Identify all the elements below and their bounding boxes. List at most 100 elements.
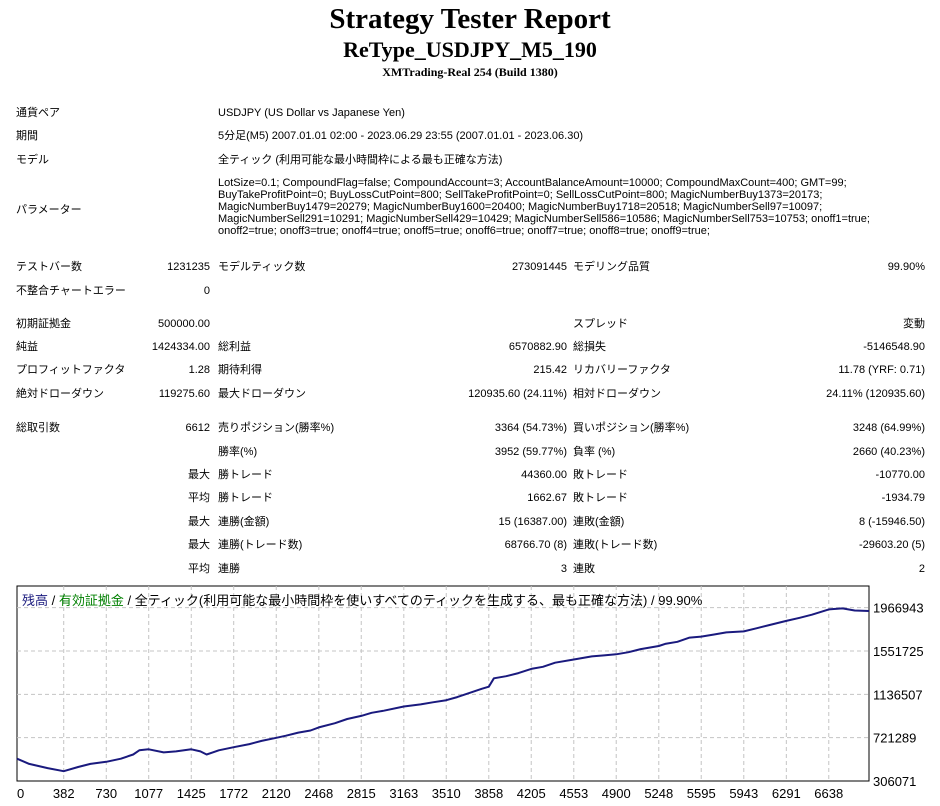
absolute-drawdown-value: 119275.60 (158, 388, 210, 400)
balance-series-line (16, 607, 870, 773)
x-tick-label: 2468 (304, 786, 333, 801)
x-tick-label: 1425 (177, 786, 206, 801)
max-cons-wins-label: 連勝(金額) (218, 516, 270, 528)
balance-chart: 0 382 730 1077 1425 1772 2120 2468 2815 3163 3510 3… (14, 584, 934, 806)
short-positions-value: 3364 (54.73%) (494, 422, 567, 434)
legend-balance: 残高 (22, 593, 49, 608)
loss-rate-label: 負率 (%) (573, 446, 616, 458)
recovery-factor-label: リカバリーファクタ (573, 364, 671, 376)
expected-payoff-value: 215.42 (533, 364, 567, 376)
max-cons-losses-value: 8 (-15946.50) (858, 516, 925, 528)
avg-cons-losses-value: 2 (918, 563, 925, 575)
x-tick-label: 2120 (262, 786, 291, 801)
symbol-label: 通貨ペア (16, 107, 60, 119)
gross-loss-value: -5146548.90 (863, 341, 925, 353)
expected-payoff-label: 期待利得 (218, 364, 262, 376)
total-trades-value: 6612 (185, 422, 210, 434)
win-rate-value: 3952 (59.77%) (494, 446, 567, 458)
maximal-drawdown-value: 120935.60 (24.11%) (468, 388, 567, 400)
spread-label: スプレッド (573, 318, 628, 330)
report-subtitle: ReType_USDJPY_M5_190 (343, 37, 597, 62)
ticks-label: モデルティック数 (218, 261, 306, 273)
x-tick-label: 730 (95, 786, 117, 801)
short-positions-label: 売りポジション(勝率%) (218, 422, 335, 434)
gross-profit-value: 6570882.90 (508, 341, 567, 353)
gross-loss-label: 総損失 (573, 341, 606, 353)
x-tick-label: 1077 (134, 786, 163, 801)
ticks-value: 273091445 (511, 261, 567, 273)
x-tick-label: 5248 (644, 786, 673, 801)
win-rate-label: 勝率(%) (218, 446, 258, 458)
x-tick-label: 5943 (729, 786, 758, 801)
largest-prefix: 最大 (188, 469, 210, 481)
max-cons-profit-value: 68766.70 (8) (504, 539, 567, 551)
period-value: 5分足(M5) 2007.01.01 02:00 - 2023.06.29 23… (218, 130, 584, 142)
maximal-drawdown-label: 最大ドローダウン (218, 388, 306, 400)
bars-label: テストバー数 (16, 261, 82, 273)
server-info: XMTrading-Real 254 (Build 1380) (382, 65, 558, 79)
period-label: 期間 (16, 130, 38, 142)
y-tick-label: 1551725 (873, 644, 924, 659)
relative-drawdown-label: 相対ドローダウン (573, 388, 661, 400)
y-tick-label: 1966943 (873, 601, 924, 616)
net-profit-value: 1424334.00 (151, 341, 210, 353)
symbol-value: USDJPY (US Dollar vs Japanese Yen) (218, 107, 405, 119)
gross-profit-label: 総利益 (218, 341, 251, 353)
deposit-label: 初期証拠金 (16, 318, 71, 330)
loss-rate-value: 2660 (40.23%) (852, 446, 925, 458)
x-tick-label: 2815 (347, 786, 376, 801)
y-tick-label: 1136507 (873, 687, 923, 702)
x-tick-label: 3510 (432, 786, 461, 801)
x-tick-label: 5595 (687, 786, 716, 801)
x-tick-label: 382 (53, 786, 75, 801)
y-tick-label: 306071 (873, 774, 916, 789)
max-cons-loss-label: 連敗(トレード数) (573, 539, 658, 551)
average-win-value: 1662.67 (527, 492, 567, 504)
net-profit-label: 純益 (16, 341, 38, 353)
max-cons-profit-label: 連勝(トレード数) (218, 539, 303, 551)
largest-win-label: 勝トレード (218, 469, 273, 481)
mismatch-value: 0 (203, 285, 210, 297)
quality-label: モデリング品質 (573, 261, 650, 273)
largest-loss-label: 敗トレード (573, 469, 628, 481)
avg-cons-losses-label: 連敗 (573, 563, 595, 575)
recovery-factor-value: 11.78 (YRF: 0.71) (838, 364, 925, 376)
parameters-value: LotSize=0.1; CompoundFlag=false; Compoun… (218, 177, 870, 237)
legend-equity: 有効証拠金 (58, 593, 124, 608)
relative-drawdown-value: 24.11% (120935.60) (826, 388, 925, 400)
average-win-label: 勝トレード (218, 492, 273, 504)
model-label: モデル (16, 154, 49, 166)
model-value: 全ティック (利用可能な最小時間枠による最も正確な方法) (218, 154, 503, 166)
x-tick-label: 4205 (517, 786, 546, 801)
largest-loss-value: -10770.00 (875, 469, 925, 481)
quality-value: 99.90% (887, 261, 925, 273)
average-prefix: 平均 (188, 492, 210, 504)
chart-svg: 0 382 730 1077 1425 1772 2120 2468 2815 3163 3510 3… (16, 585, 924, 801)
avg-cons-wins-label: 連勝 (218, 563, 240, 575)
deposit-value: 500000.00 (158, 318, 210, 330)
avg-cons-wins-value: 3 (560, 563, 567, 575)
max-cons-trades-prefix: 最大 (188, 539, 210, 551)
long-positions-value: 3248 (64.99%) (852, 422, 925, 434)
legend-description: / 全ティック(利用可能な最小時間枠を使いすべてのティックを生成する、最も正確な… (123, 593, 703, 608)
x-tick-label: 3858 (474, 786, 503, 801)
report-title: Strategy Tester Report (329, 3, 611, 35)
x-tick-label: 4900 (602, 786, 631, 801)
mismatch-label: 不整合チャートエラー (16, 285, 126, 297)
long-positions-label: 買いポジション(勝率%) (573, 422, 690, 434)
max-cons-prefix: 最大 (188, 516, 210, 528)
profit-factor-value: 1.28 (188, 364, 210, 376)
chart-legend: 残高 / 有効証拠金 / 全ティック(利用可能な最小時間枠を使いすべてのティック… (22, 593, 702, 608)
plot-frame (16, 585, 870, 782)
max-cons-losses-label: 連敗(金額) (573, 516, 625, 528)
y-tick-label: 721289 (873, 731, 916, 746)
x-tick-label: 6638 (814, 786, 843, 801)
bars-value: 1231235 (167, 261, 210, 273)
x-tick-label: 4553 (559, 786, 588, 801)
profit-factor-label: プロフィットファクタ (16, 364, 126, 376)
absolute-drawdown-label: 絶対ドローダウン (16, 388, 104, 400)
average-loss-value: -1934.79 (881, 492, 925, 504)
largest-win-value: 44360.00 (521, 469, 567, 481)
legend-separator: / (48, 593, 59, 608)
x-tick-label: 0 (17, 786, 24, 801)
